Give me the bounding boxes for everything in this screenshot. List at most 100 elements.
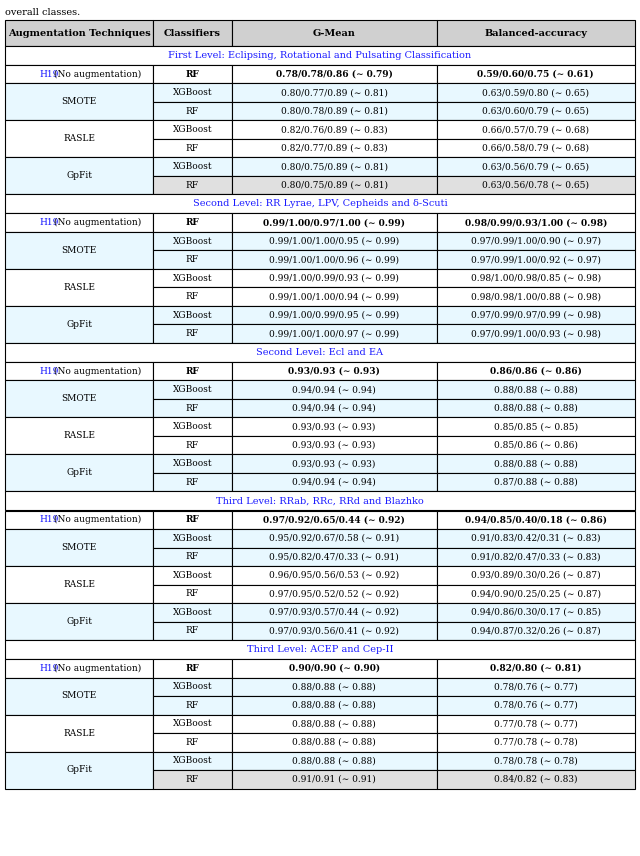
Text: 0.93/0.89/0.30/0.26 (∼ 0.87): 0.93/0.89/0.30/0.26 (∼ 0.87) [471,571,600,580]
Bar [436,102,635,121]
Text: RF: RF [186,69,199,79]
Bar [232,20,436,46]
Bar [232,473,436,491]
Text: 0.96/0.95/0.56/0.53 (∼ 0.92): 0.96/0.95/0.56/0.53 (∼ 0.92) [269,571,399,580]
Bar [153,473,232,491]
Bar [436,455,635,473]
Text: RF: RF [186,589,199,598]
Text: 0.98/1.00/0.98/0.85 (∼ 0.98): 0.98/1.00/0.98/0.85 (∼ 0.98) [470,274,601,282]
Text: XGBoost: XGBoost [173,571,212,580]
Text: 0.98/0.98/1.00/0.88 (∼ 0.98): 0.98/0.98/1.00/0.88 (∼ 0.98) [471,292,601,301]
Bar [5,566,153,603]
Text: XGBoost: XGBoost [173,608,212,617]
Bar [436,288,635,306]
Bar [153,418,232,436]
Bar [436,176,635,194]
Bar [153,436,232,455]
Text: XGBoost: XGBoost [173,719,212,728]
Text: RF: RF [186,515,199,524]
Bar [5,46,635,65]
Bar [153,251,232,269]
Bar [232,324,436,343]
Bar [436,510,635,529]
Text: (No augmentation): (No augmentation) [51,69,141,79]
Bar [232,399,436,418]
Text: 0.63/0.60/0.79 (∼ 0.65): 0.63/0.60/0.79 (∼ 0.65) [483,107,589,116]
Bar [436,84,635,102]
Bar [5,752,153,788]
Bar [436,213,635,232]
Bar [232,621,436,640]
Text: 0.88/0.88 (∼ 0.88): 0.88/0.88 (∼ 0.88) [292,738,376,746]
Text: RF: RF [186,478,199,487]
Text: XGBoost: XGBoost [173,311,212,320]
Bar [5,381,153,418]
Text: Second Level: Ecl and EA: Second Level: Ecl and EA [257,348,383,357]
Bar [232,381,436,399]
Text: RF: RF [186,181,199,190]
Bar [436,603,635,621]
Text: SMOTE: SMOTE [61,692,97,700]
Bar [5,269,153,306]
Bar [153,176,232,194]
Text: 0.59/0.60/0.75 (∼ 0.61): 0.59/0.60/0.75 (∼ 0.61) [477,69,594,79]
Text: RF: RF [186,663,199,673]
Bar [5,418,153,455]
Bar [232,65,436,84]
Bar [153,381,232,399]
Text: 0.99/1.00/0.97/1.00 (∼ 0.99): 0.99/1.00/0.97/1.00 (∼ 0.99) [263,218,405,227]
Text: 0.84/0.82 (∼ 0.83): 0.84/0.82 (∼ 0.83) [494,775,577,784]
Bar [232,269,436,288]
Bar [153,585,232,603]
Text: 0.94/0.90/0.25/0.25 (∼ 0.87): 0.94/0.90/0.25/0.25 (∼ 0.87) [471,589,601,598]
Text: 0.99/1.00/1.00/0.96 (∼ 0.99): 0.99/1.00/1.00/0.96 (∼ 0.99) [269,255,399,265]
Text: 0.80/0.77/0.89 (∼ 0.81): 0.80/0.77/0.89 (∼ 0.81) [281,88,388,98]
Bar [436,621,635,640]
Bar [153,510,232,529]
Text: RF: RF [186,330,199,338]
Text: SMOTE: SMOTE [61,543,97,552]
Text: 0.99/1.00/1.00/0.95 (∼ 0.99): 0.99/1.00/1.00/0.95 (∼ 0.99) [269,237,399,246]
Bar [232,733,436,752]
Text: 0.87/0.88 (∼ 0.88): 0.87/0.88 (∼ 0.88) [494,478,578,487]
Bar [436,436,635,455]
Bar [232,529,436,548]
Text: 0.97/0.99/1.00/0.92 (∼ 0.97): 0.97/0.99/1.00/0.92 (∼ 0.97) [471,255,601,265]
Bar [153,715,232,733]
Bar [436,324,635,343]
Text: XGBoost: XGBoost [173,534,212,543]
Bar [5,232,153,269]
Text: 0.88/0.88 (∼ 0.88): 0.88/0.88 (∼ 0.88) [292,719,376,728]
Text: overall classes.: overall classes. [5,8,80,17]
Text: 0.63/0.56/0.79 (∼ 0.65): 0.63/0.56/0.79 (∼ 0.65) [483,163,589,171]
Bar [232,362,436,381]
Bar [232,455,436,473]
Text: RF: RF [186,255,199,265]
Bar [153,102,232,121]
Text: 0.66/0.57/0.79 (∼ 0.68): 0.66/0.57/0.79 (∼ 0.68) [483,125,589,134]
Text: SMOTE: SMOTE [61,246,97,255]
Text: 0.91/0.83/0.42/0.31 (∼ 0.83): 0.91/0.83/0.42/0.31 (∼ 0.83) [471,534,600,543]
Bar [232,158,436,176]
Text: 0.80/0.75/0.89 (∼ 0.81): 0.80/0.75/0.89 (∼ 0.81) [281,163,388,171]
Bar [436,306,635,324]
Text: 0.63/0.59/0.80 (∼ 0.65): 0.63/0.59/0.80 (∼ 0.65) [483,88,589,98]
Text: XGBoost: XGBoost [173,422,212,431]
Bar [232,696,436,715]
Text: 0.78/0.76 (∼ 0.77): 0.78/0.76 (∼ 0.77) [494,682,578,692]
Bar [5,659,153,677]
Text: 0.97/0.93/0.56/0.41 (∼ 0.92): 0.97/0.93/0.56/0.41 (∼ 0.92) [269,627,399,635]
Bar [232,510,436,529]
Bar [232,585,436,603]
Text: XGBoost: XGBoost [173,385,212,395]
Text: 0.91/0.91 (∼ 0.91): 0.91/0.91 (∼ 0.91) [292,775,376,784]
Bar [232,176,436,194]
Bar [232,251,436,269]
Text: RF: RF [186,701,199,710]
Text: GpFit: GpFit [66,617,92,626]
Text: 0.80/0.75/0.89 (∼ 0.81): 0.80/0.75/0.89 (∼ 0.81) [281,181,388,190]
Bar [232,102,436,121]
Text: RF: RF [186,366,199,376]
Text: XGBoost: XGBoost [173,274,212,282]
Bar [5,121,153,158]
